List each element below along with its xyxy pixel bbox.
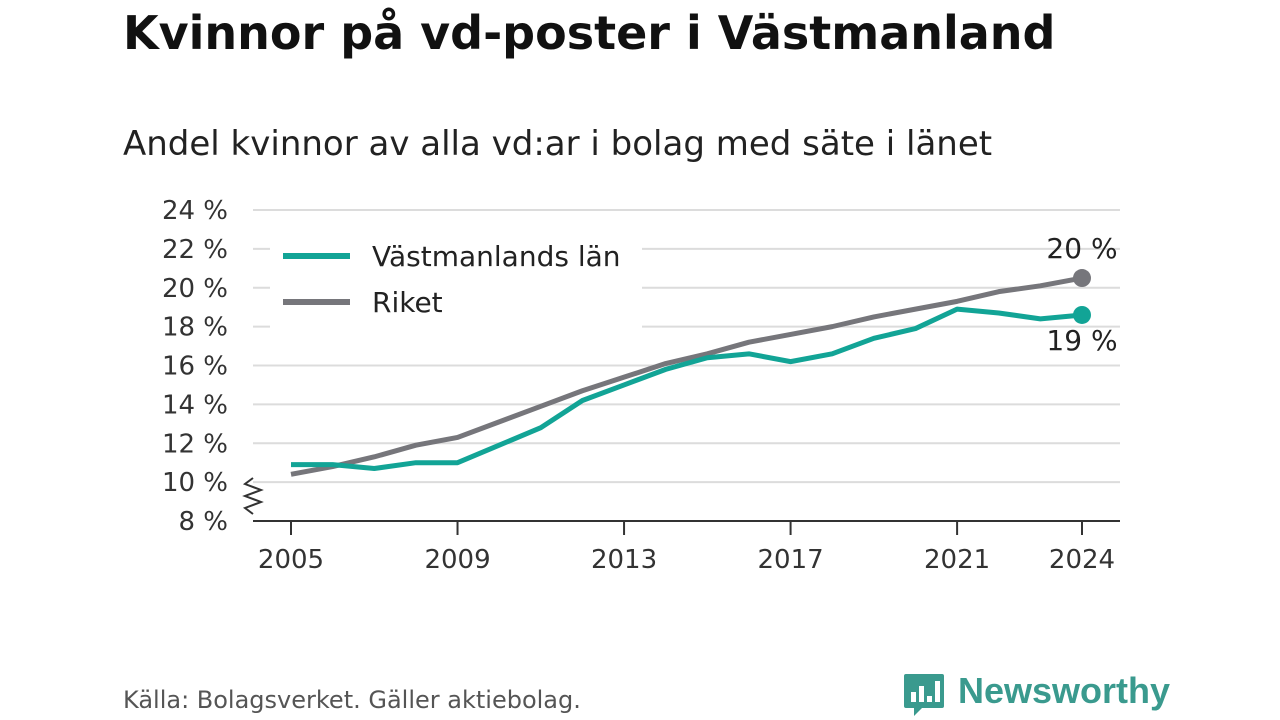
legend-label: Västmanlands län (372, 240, 621, 273)
legend: Västmanlands län Riket (270, 232, 642, 328)
x-tick-label: 2009 (424, 545, 490, 575)
x-tick-label: 2017 (757, 545, 823, 575)
y-axis-break (242, 477, 264, 515)
y-tick-label: 18 % (162, 313, 228, 343)
legend-label: Riket (372, 286, 443, 319)
y-tick-label: 8 % (178, 507, 228, 537)
series-end-point (1073, 305, 1091, 324)
legend-background (270, 232, 642, 328)
y-tick-label: 10 % (162, 468, 228, 498)
series-lines (290, 269, 1091, 477)
brand-name: Newsworthy (958, 670, 1171, 711)
x-tick-label: 2021 (924, 545, 990, 575)
y-tick-label: 24 % (162, 196, 228, 226)
source-note: Källa: Bolagsverket. Gäller aktiebolag. (123, 686, 581, 714)
chart-subtitle: Andel kvinnor av alla vd:ar i bolag med … (123, 124, 993, 164)
end-value-label: 19 % (1046, 324, 1117, 357)
newsworthy-logo-icon (904, 674, 944, 716)
x-tick-label: 2005 (258, 545, 324, 575)
series-line (291, 306, 1083, 472)
y-tick-label: 20 % (162, 274, 228, 304)
axes: 8 % 10 % 12 % 14 % 16 % 18 % 20 % 22 % 24 % 2005 2… (162, 196, 1120, 575)
chart-title: Kvinnor på vd-poster i Västmanland (123, 6, 1056, 60)
line-chart: 8 % 10 % 12 % 14 % 16 % 18 % 20 % 22 % 24 % 2005 2… (162, 196, 1120, 575)
end-value-label: 20 % (1046, 232, 1117, 265)
x-tick-label: 2024 (1049, 545, 1115, 575)
series-line (290, 275, 1083, 477)
y-tick-label: 14 % (162, 390, 228, 420)
series-end-point (1073, 269, 1091, 288)
y-tick-label: 22 % (162, 235, 228, 265)
x-tick-label: 2013 (591, 545, 657, 575)
end-labels: 19 % 20 % (1046, 232, 1117, 357)
y-tick-label: 12 % (162, 429, 228, 459)
y-tick-label: 16 % (162, 352, 228, 382)
